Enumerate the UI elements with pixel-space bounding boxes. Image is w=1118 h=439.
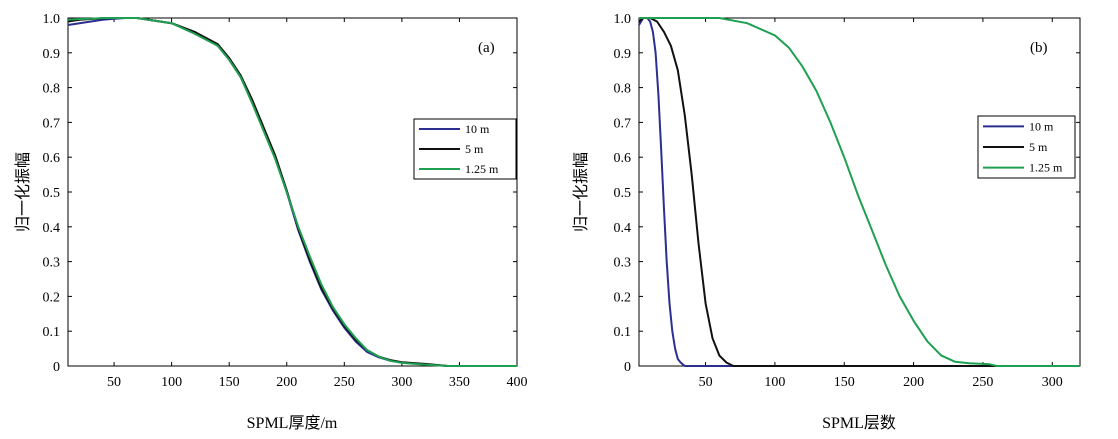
panel-a-y-tick-label: 0.2	[43, 290, 61, 305]
panel-b-y-tick-label: 0.9	[614, 47, 632, 62]
panel-a-series-line-10-m	[67, 17, 517, 367]
panel-b-x-tick-label: 300	[1042, 375, 1063, 390]
panel-a-y-tick-label: 0.9	[43, 47, 61, 62]
panel-a: (a) SPML厚度/m 归一化振幅 50 100 150 200 250 300 350 4…	[14, 12, 528, 432]
panel-b-y-tick-label: 0.7	[614, 116, 632, 131]
panel-a-series	[67, 17, 517, 367]
panel-a-x-tick-label: 200	[276, 375, 297, 390]
panel-a-x-tick-label: 350	[449, 375, 470, 390]
panel-b-y-tick-label: 1.0	[614, 12, 632, 27]
panel-b-plot-frame	[638, 17, 1081, 367]
panel-b-y-tick-label: 0.8	[614, 82, 632, 97]
panel-b-legend-label: 5 m	[1029, 140, 1048, 154]
panel-b-x-tick-label: 50	[699, 375, 713, 390]
panel-b-y-tick-label: 0.5	[614, 186, 632, 201]
panel-a-y-tick-label: 0	[53, 360, 60, 375]
panel-a-y-tick-label: 0.3	[43, 256, 61, 271]
panel-b-ticks: 50 100 150 200 250 300 0 0.1 0.2 0.3 0.4 0.5 0.6 0.7 0…	[614, 12, 1080, 390]
panel-b-legend: 10 m 5 m 1.25 m	[977, 115, 1076, 179]
panel-b-y-tick-label: 0.6	[614, 151, 632, 166]
panel-a-ticks: 50 100 150 200 250 300 350 400 0 0.1 0.2 0.3 0.4 0.5 0…	[43, 12, 528, 390]
panel-a-y-axis-title: 归一化振幅	[14, 152, 32, 232]
panel-b-legend-label: 10 m	[1029, 119, 1054, 133]
panel-a-legend-label: 10 m	[465, 122, 490, 136]
panel-a-label: (a)	[478, 40, 495, 56]
panel-b: (b) SPML层数 归一化振幅 50 100 150 200 250 300 0 0.1 0.…	[572, 12, 1081, 432]
panel-b-x-axis-title: SPML层数	[822, 414, 896, 432]
panel-a-legend: 10 m 5 m 1.25 m	[413, 118, 517, 180]
panel-a-legend-label: 5 m	[465, 142, 484, 156]
panel-a-plot-frame	[67, 17, 518, 367]
panel-a-x-axis-title: SPML厚度/m	[247, 414, 338, 432]
panel-b-series-line-10-m	[638, 17, 1080, 367]
panel-b-y-tick-label: 0.1	[614, 325, 632, 340]
panel-a-y-tick-label: 0.1	[43, 325, 61, 340]
panel-a-y-tick-label: 1.0	[43, 12, 61, 27]
panel-a-series-line-1-25-m	[67, 17, 517, 367]
panel-b-y-tick-label: 0.3	[614, 256, 632, 271]
panel-a-y-tick-label: 0.7	[43, 116, 61, 131]
panel-a-series-line-5-m	[67, 17, 517, 367]
panel-a-x-tick-label: 50	[107, 375, 121, 390]
panel-a-y-tick-label: 0.8	[43, 82, 61, 97]
panel-b-legend-label: 1.25 m	[1029, 161, 1063, 175]
panel-b-y-tick-label: 0.4	[614, 221, 632, 236]
panel-b-x-tick-label: 250	[972, 375, 993, 390]
panel-b-y-tick-label: 0	[624, 360, 631, 375]
panel-a-y-tick-label: 0.6	[43, 151, 61, 166]
panel-a-y-tick-label: 0.4	[43, 221, 61, 236]
panel-b-series-line-5-m	[638, 17, 1080, 367]
panel-b-y-tick-label: 0.2	[614, 290, 632, 305]
panel-b-x-tick-label: 200	[903, 375, 924, 390]
panel-a-y-tick-label: 0.5	[43, 186, 61, 201]
panel-a-x-tick-label: 400	[507, 375, 528, 390]
panel-a-x-tick-label: 150	[219, 375, 240, 390]
panel-a-x-tick-label: 250	[334, 375, 355, 390]
panel-a-x-tick-label: 100	[161, 375, 182, 390]
panel-b-y-axis-title: 归一化振幅	[572, 152, 590, 232]
panel-b-series-line-1-25-m	[639, 17, 1080, 367]
panel-b-x-tick-label: 100	[764, 375, 785, 390]
panel-b-label: (b)	[1030, 40, 1048, 56]
panel-a-legend-label: 1.25 m	[465, 162, 499, 176]
panel-b-series	[638, 17, 1080, 367]
panel-a-x-tick-label: 300	[391, 375, 412, 390]
panel-b-x-tick-label: 150	[834, 375, 855, 390]
